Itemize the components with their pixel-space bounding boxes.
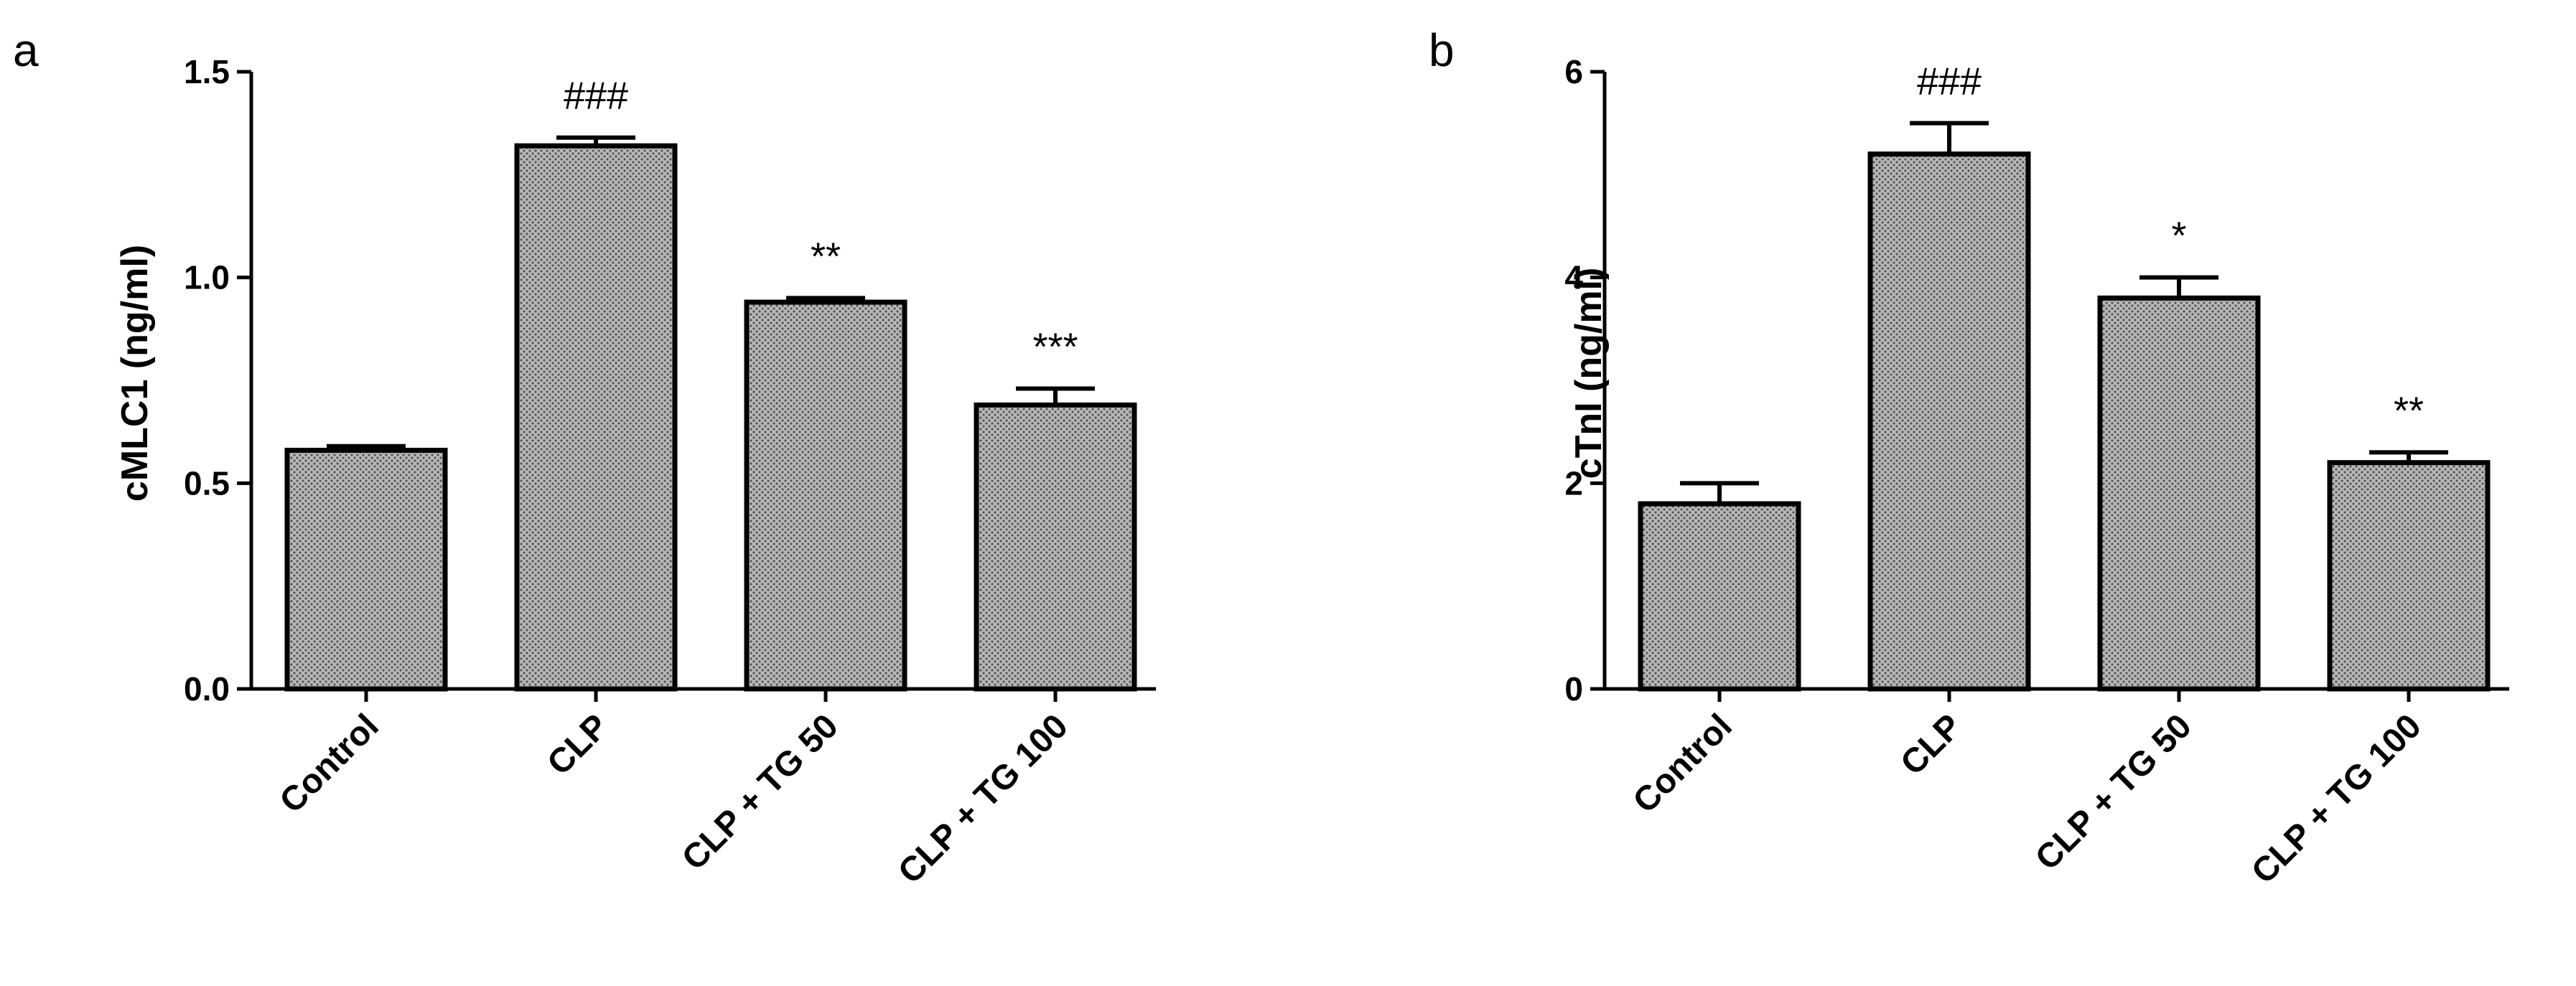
panel-a-y-tick-label: 1.5	[184, 53, 230, 90]
panel-b-significance-label: *	[2171, 215, 2186, 258]
panel-b-category-label: CLP + TG 50	[2028, 707, 2199, 878]
panel-b-y-tick-label: 0	[1564, 670, 1583, 708]
panel-a-bar	[744, 299, 907, 692]
panel-b-y-tick-label: 4	[1564, 259, 1583, 296]
panel-b-category-label: Control	[1626, 707, 1740, 820]
panel-b-bar	[2097, 295, 2261, 692]
panel-a-bar	[284, 447, 448, 692]
panel-b-y-tick-label: 6	[1564, 53, 1583, 90]
panel-a-plot: 0.0 0.5 1.0 1.5 Control ### CLP ** CLP + TG 50 **…	[184, 53, 1156, 891]
panel-a-category-label: Control	[273, 707, 386, 820]
panel-b-bar	[2327, 460, 2491, 692]
panel-b-significance-label: **	[2394, 389, 2424, 432]
panel-a-significance-label: ###	[564, 75, 628, 118]
panel-a-category-label: CLP + TG 100	[891, 707, 1075, 891]
panel-a-y-tick-label: 1.0	[184, 259, 230, 296]
panel-b-category-label: CLP	[1893, 707, 1969, 782]
panel-b-significance-label: ###	[1917, 60, 1982, 103]
panel-a-significance-label: **	[811, 235, 841, 278]
panel-b-category-label: CLP + TG 100	[2244, 707, 2429, 891]
panel-b-bar	[1867, 151, 2031, 692]
panel-a-category-label: CLP	[540, 707, 615, 782]
panel-a: a cMLC1 (ng/ml) 0.0 0.5 1.0 1.5 Control ### CL…	[13, 24, 1156, 891]
panel-b: b cTnI (ng/ml) 0 2 4 6 Control ### CLP * CLP + T…	[1429, 24, 2509, 891]
panel-a-letter: a	[13, 24, 39, 76]
panel-b-letter: b	[1429, 24, 1455, 76]
panel-a-category-label: CLP + TG 50	[675, 707, 846, 878]
panel-b-bar	[1638, 501, 1801, 692]
panel-b-y-tick-label: 2	[1564, 464, 1583, 502]
panel-a-y-axis-label: cMLC1 (ng/ml)	[114, 245, 156, 502]
panel-a-significance-label: ***	[1032, 325, 1078, 368]
panel-a-bar	[514, 143, 678, 692]
panel-a-y-tick-label: 0.5	[184, 464, 230, 502]
panel-a-bar	[974, 402, 1137, 692]
panel-a-y-tick-label: 0.0	[184, 670, 230, 708]
panel-b-plot: 0 2 4 6 Control ### CLP * CLP + TG 50 ** CLP + TG …	[1564, 53, 2509, 891]
panel-b-y-axis-label: cTnI (ng/ml)	[1568, 268, 1610, 479]
